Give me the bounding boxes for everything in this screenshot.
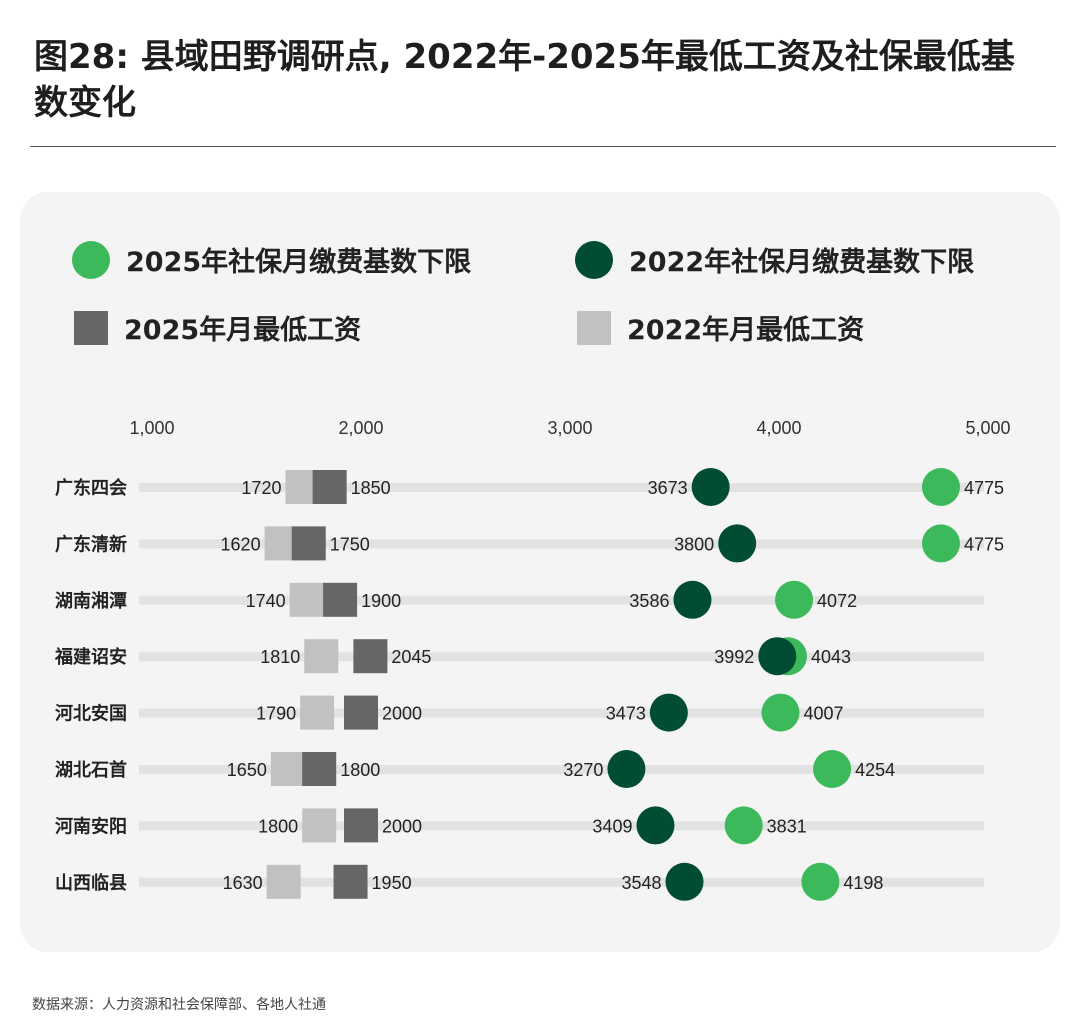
legend-wage2022: 2022年月最低工资 xyxy=(577,308,864,347)
wage-2022-label: 1810 xyxy=(260,647,300,667)
ss-2022-dot xyxy=(636,806,675,845)
wage-2025-label: 1950 xyxy=(372,873,412,893)
wage-2022-label: 1630 xyxy=(223,873,263,893)
wage-2022-square xyxy=(304,639,339,674)
ss-2022-dot xyxy=(607,750,646,788)
ss-2025-dot xyxy=(724,806,763,845)
ss-2022-dot xyxy=(758,637,797,676)
ss-2022-label: 3586 xyxy=(629,591,669,611)
row-track xyxy=(139,539,984,549)
ss-2025-dot xyxy=(761,693,800,732)
x-tick-label: 5,000 xyxy=(965,418,1010,438)
x-tick-label: 3,000 xyxy=(547,418,592,438)
chart-title: 图28: 县域田野调研点, 2022年-2025年最低工资及社保最低基数变化 xyxy=(34,37,1015,123)
ss-2025-label: 4775 xyxy=(964,478,1004,498)
legend-square-icon xyxy=(577,310,611,345)
wage-2025-square xyxy=(333,864,368,899)
ss-2025-dot xyxy=(813,750,852,788)
ss-2025-label: 3831 xyxy=(767,816,807,836)
ss-2025-label: 4254 xyxy=(855,760,895,780)
wage-2022-label: 1650 xyxy=(227,760,267,780)
category-label: 河南安阳 xyxy=(55,815,127,836)
wage-2025-label: 1750 xyxy=(330,534,370,554)
wage-2022-label: 1720 xyxy=(241,478,281,498)
x-tick-label: 4,000 xyxy=(756,418,801,438)
ss-2025-label: 4072 xyxy=(817,591,857,611)
ss-2025-dot xyxy=(921,524,960,563)
category-label: 福建诏安 xyxy=(54,646,127,667)
wage-2022-label: 1790 xyxy=(256,704,296,724)
row-track xyxy=(139,821,984,831)
ss-2022-label: 3673 xyxy=(648,478,688,498)
legend-label: 2022年社保月缴费基数下限 xyxy=(629,247,975,278)
source-note: 数据来源：人力资源和社会保障部、各地人社通 xyxy=(32,997,326,1013)
wage-2025-square xyxy=(291,526,326,561)
ss-2022-dot xyxy=(665,862,704,901)
wage-2022-square xyxy=(266,864,301,899)
ss-2022-label: 3409 xyxy=(592,816,632,836)
legend-ss2025: 2025年社保月缴费基数下限 xyxy=(72,240,471,279)
wage-2025-label: 2000 xyxy=(382,816,422,836)
x-tick-label: 2,000 xyxy=(338,418,383,438)
wage-2022-label: 1800 xyxy=(258,816,298,836)
wage-2025-square xyxy=(344,695,378,730)
title-divider xyxy=(30,146,1056,147)
wage-2022-square xyxy=(270,752,305,786)
wage-2022-label: 1620 xyxy=(221,534,261,554)
row-track xyxy=(139,652,984,662)
wage-2025-square xyxy=(312,470,347,504)
category-label: 山西临县 xyxy=(55,872,127,893)
legend-square-icon xyxy=(74,310,108,345)
ss-2025-dot xyxy=(775,580,814,619)
ss-2022-dot xyxy=(691,468,730,506)
wage-2025-label: 2045 xyxy=(391,647,431,667)
ss-2022-dot xyxy=(718,524,757,563)
ss-2022-dot xyxy=(649,693,688,732)
category-label: 河北安国 xyxy=(55,703,127,724)
ss-2022-label: 3800 xyxy=(674,534,714,554)
wage-2022-square xyxy=(302,808,337,843)
ss-2025-label: 4007 xyxy=(803,704,843,724)
row-track xyxy=(139,483,984,492)
ss-2025-dot xyxy=(801,862,840,901)
ss-2025-label: 4198 xyxy=(843,873,883,893)
legend-label: 2025年月最低工资 xyxy=(124,315,362,346)
legend-circle-icon xyxy=(72,240,110,279)
legend-ss2022: 2022年社保月缴费基数下限 xyxy=(575,240,974,279)
row-track xyxy=(139,765,984,774)
wage-2025-label: 1900 xyxy=(361,591,401,611)
wage-2022-square xyxy=(289,582,324,617)
ss-2022-label: 3270 xyxy=(563,760,603,780)
category-label: 湖北石首 xyxy=(55,759,127,780)
legend-circle-icon xyxy=(575,240,613,279)
row-track xyxy=(139,877,984,887)
legend-label: 2025年社保月缴费基数下限 xyxy=(126,247,472,278)
wage-2025-label: 2000 xyxy=(382,704,422,724)
ss-2025-dot xyxy=(921,468,960,506)
wage-2025-label: 1850 xyxy=(351,478,391,498)
ss-2022-label: 3992 xyxy=(714,647,754,667)
wage-2025-label: 1800 xyxy=(340,760,380,780)
x-tick-label: 1,000 xyxy=(129,418,174,438)
ss-2022-label: 3548 xyxy=(621,873,661,893)
legend-wage2025: 2025年月最低工资 xyxy=(74,308,361,347)
wage-2022-label: 1740 xyxy=(246,591,286,611)
ss-2022-label: 3473 xyxy=(606,704,646,724)
wage-2025-square xyxy=(353,639,388,674)
ss-2022-dot xyxy=(673,580,712,619)
wage-2025-square xyxy=(323,582,358,617)
wage-2025-square xyxy=(302,752,337,786)
legend-label: 2022年月最低工资 xyxy=(627,315,865,346)
category-label: 湖南湘潭 xyxy=(55,590,127,611)
ss-2025-label: 4775 xyxy=(964,534,1004,554)
ss-2025-label: 4043 xyxy=(811,647,851,667)
wage-2025-square xyxy=(344,808,378,843)
row-track xyxy=(139,595,984,605)
category-label: 广东清新 xyxy=(55,533,127,554)
row-track xyxy=(139,708,984,718)
category-label: 广东四会 xyxy=(55,477,127,498)
wage-2022-square xyxy=(300,695,335,730)
